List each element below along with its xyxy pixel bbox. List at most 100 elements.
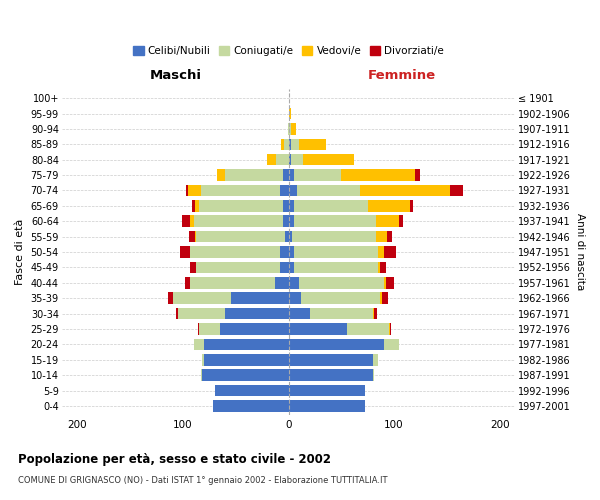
Bar [289,384,365,396]
Text: Popolazione per età, sesso e stato civile - 2002: Popolazione per età, sesso e stato civil… [18,452,331,466]
Bar [289,354,378,366]
Bar [289,308,377,320]
Bar [204,338,289,350]
Bar [289,200,368,211]
Bar [289,216,294,227]
Bar [289,400,365,411]
Bar [190,231,289,242]
Bar [281,138,289,150]
Bar [204,354,289,366]
Bar [188,184,289,196]
Bar [196,231,289,242]
Bar [289,354,378,366]
Bar [289,184,463,196]
Bar [289,123,296,134]
Bar [289,108,290,120]
Bar [276,154,289,166]
Bar [289,400,365,411]
Bar [289,400,365,411]
Bar [215,384,289,396]
Bar [202,354,289,366]
Bar [289,323,389,334]
Bar [289,184,361,196]
Bar [289,338,383,350]
Bar [280,184,289,196]
Bar [289,184,450,196]
Bar [289,292,388,304]
Bar [289,323,390,334]
Bar [289,338,400,350]
Bar [178,308,289,320]
Bar [289,170,415,181]
Bar [289,370,374,381]
Bar [289,308,310,320]
Bar [289,231,392,242]
Bar [289,277,394,288]
Bar [190,246,289,258]
Bar [280,246,289,258]
Bar [289,231,376,242]
Bar [194,338,289,350]
Bar [212,400,289,411]
Bar [182,216,289,227]
Bar [289,216,376,227]
Bar [225,170,289,181]
Bar [287,123,289,134]
Bar [194,216,289,227]
Bar [217,170,289,181]
Bar [202,370,289,381]
Bar [289,262,378,273]
Bar [202,354,289,366]
Bar [173,292,289,304]
Bar [289,384,365,396]
Bar [289,170,341,181]
Bar [289,170,294,181]
Bar [289,138,299,150]
Bar [289,338,400,350]
Bar [289,292,301,304]
Bar [289,277,386,288]
Bar [173,292,289,304]
Bar [176,308,289,320]
Bar [289,246,294,258]
Bar [190,262,289,273]
Bar [289,154,354,166]
Bar [215,384,289,396]
Bar [212,400,289,411]
Bar [230,292,289,304]
Bar [191,200,289,211]
Bar [289,123,296,134]
Bar [212,400,289,411]
Bar [201,370,289,381]
Bar [194,200,289,211]
Bar [199,323,289,334]
Bar [289,154,354,166]
Bar [289,384,365,396]
Bar [289,246,383,258]
Bar [289,154,290,166]
Bar [289,246,378,258]
Bar [289,154,304,166]
Bar [289,354,373,366]
Bar [289,138,326,150]
Bar [199,200,289,211]
Text: COMUNE DI GRIGNASCO (NO) - Dati ISTAT 1° gennaio 2002 - Elaborazione TUTTITALIA.: COMUNE DI GRIGNASCO (NO) - Dati ISTAT 1°… [18,476,388,485]
Bar [287,123,289,134]
Bar [283,200,289,211]
Bar [196,262,289,273]
Bar [289,277,299,288]
Bar [289,138,326,150]
Bar [289,231,387,242]
Bar [289,308,374,320]
Bar [190,277,289,288]
Text: Femmine: Femmine [367,69,436,82]
Bar [280,262,289,273]
Bar [201,370,289,381]
Bar [190,277,289,288]
Bar [215,384,289,396]
Bar [289,338,400,350]
Bar [194,231,289,242]
Bar [202,354,289,366]
Bar [180,246,289,258]
Bar [225,308,289,320]
